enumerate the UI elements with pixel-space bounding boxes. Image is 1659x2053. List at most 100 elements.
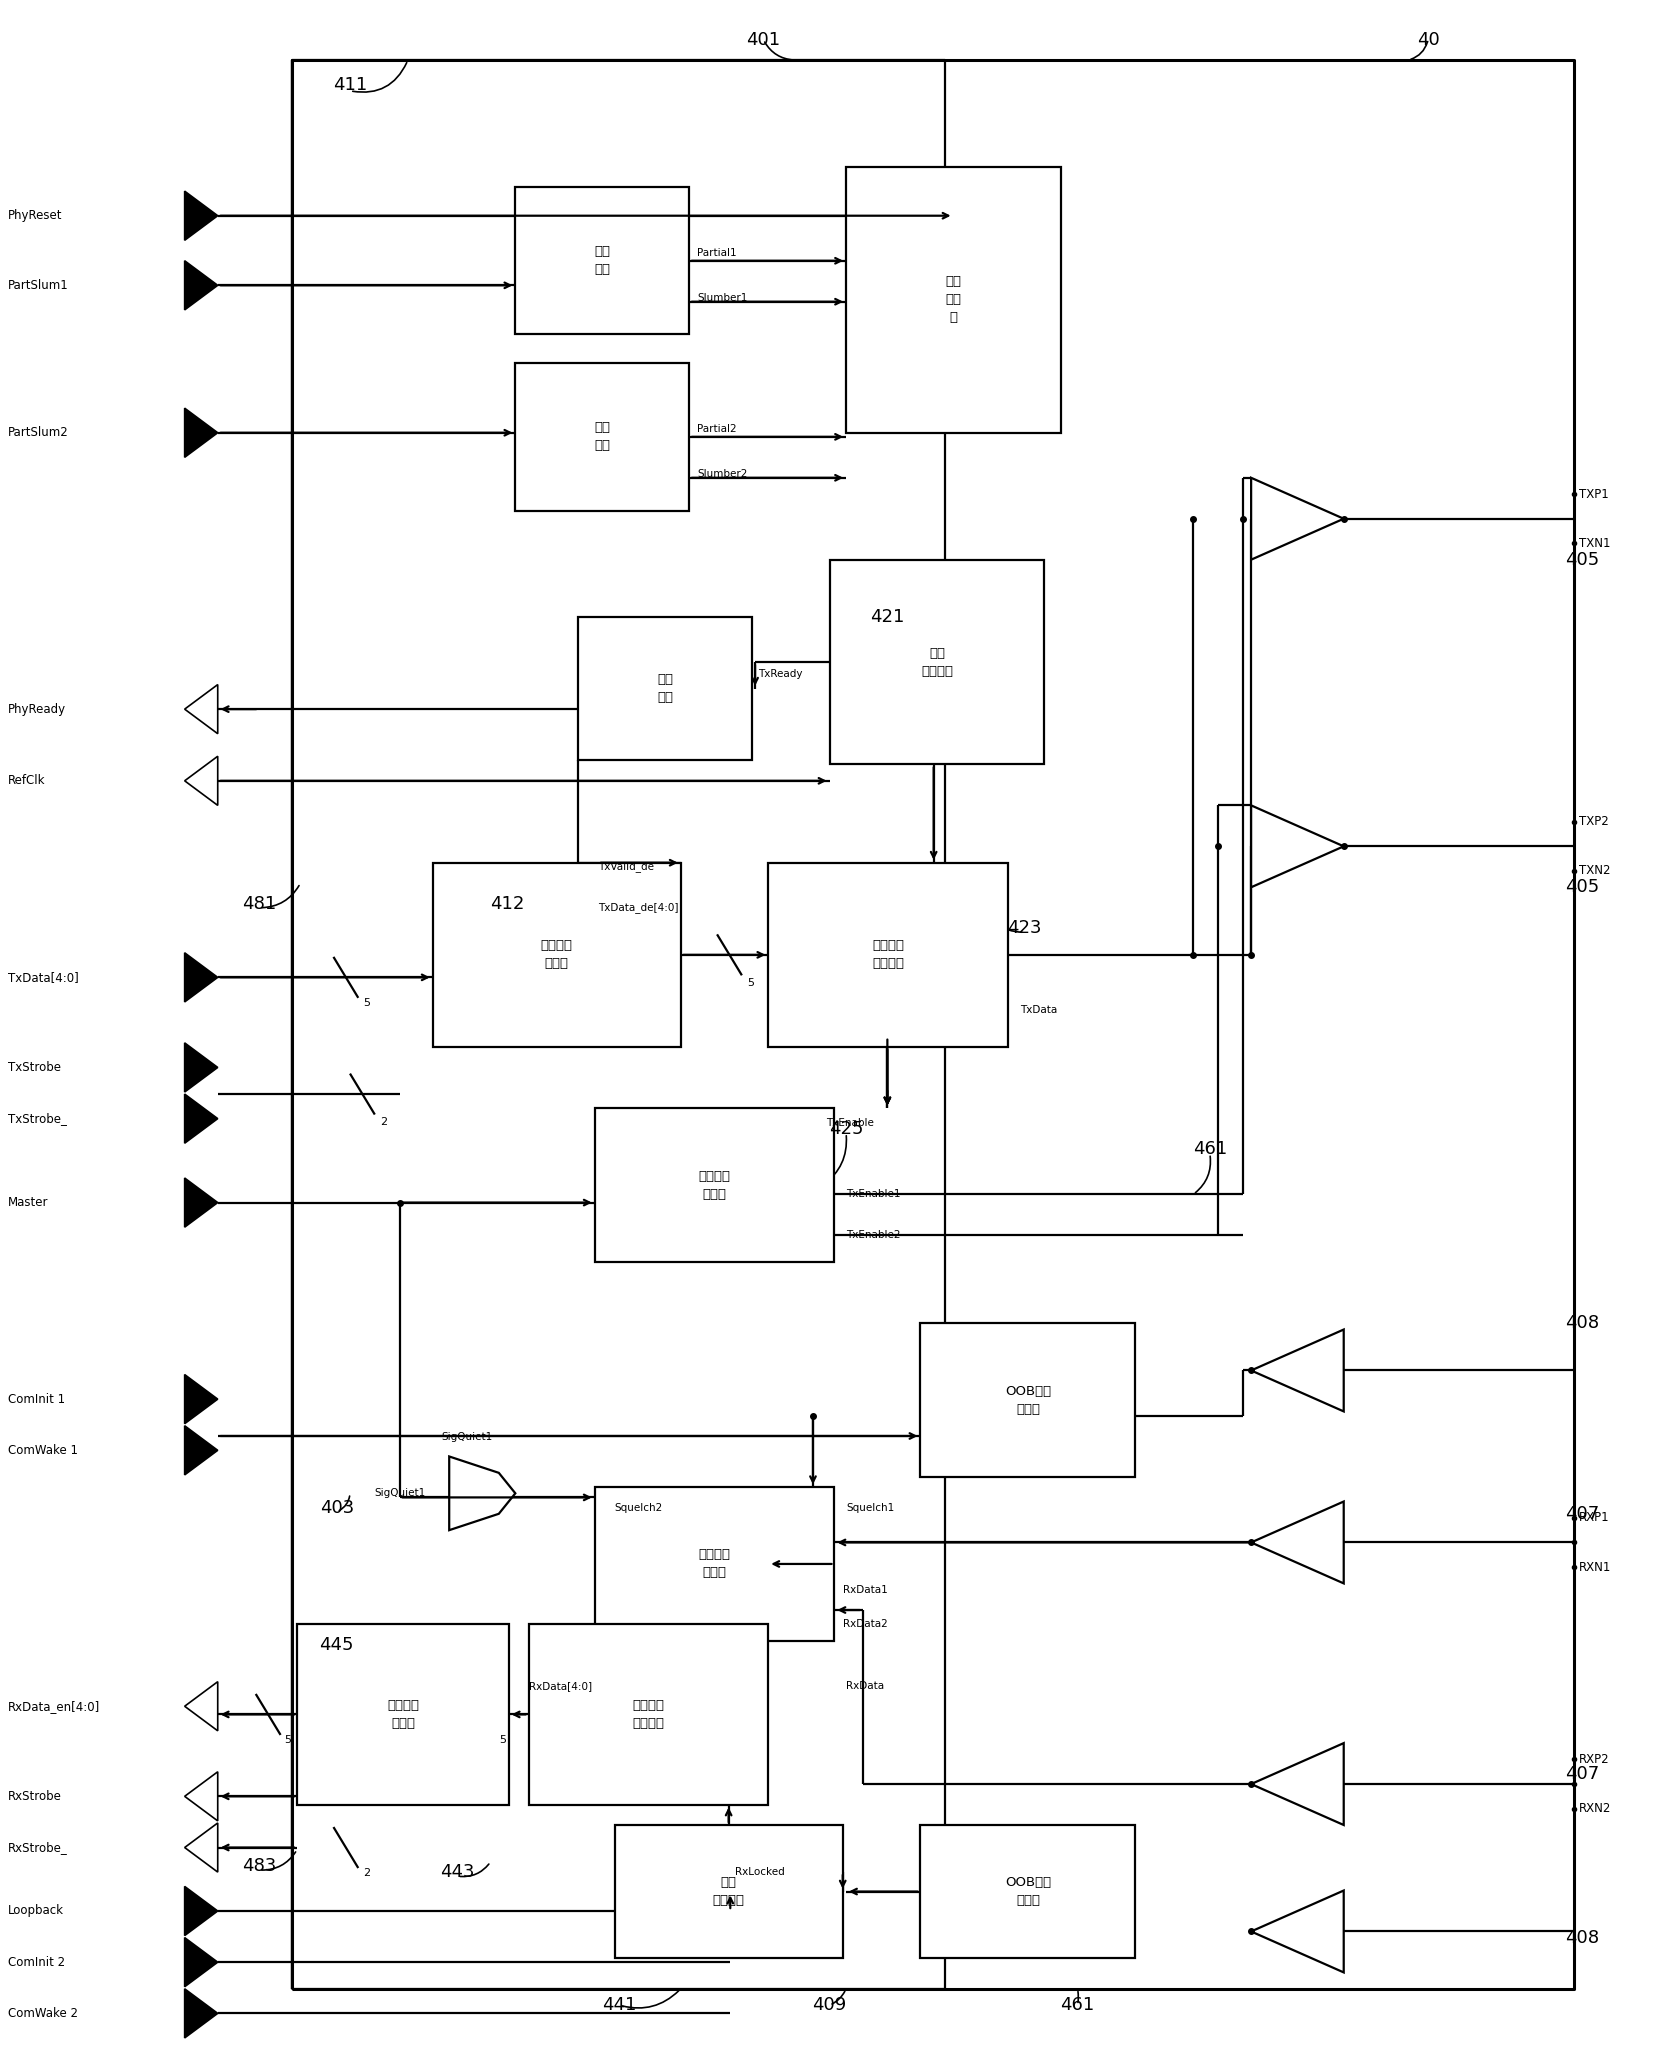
Text: 408: 408 [1564, 1928, 1599, 1946]
Text: TXN1: TXN1 [1578, 536, 1609, 550]
Bar [297, 1624, 509, 1805]
Polygon shape [184, 1938, 217, 1987]
Polygon shape [184, 191, 217, 240]
Text: 串列转并
列转换器: 串列转并 列转换器 [632, 1700, 665, 1731]
Text: 5: 5 [499, 1735, 506, 1745]
Text: 425: 425 [830, 1119, 863, 1137]
Polygon shape [184, 1887, 217, 1936]
Polygon shape [184, 261, 217, 310]
Text: 403: 403 [320, 1499, 353, 1517]
Polygon shape [1251, 1891, 1344, 1973]
Text: Squelch2: Squelch2 [614, 1503, 664, 1513]
Text: 408: 408 [1564, 1314, 1599, 1332]
Text: 准位
侦测: 准位 侦测 [594, 421, 611, 452]
Text: 40: 40 [1417, 31, 1440, 49]
Polygon shape [184, 1425, 217, 1474]
Polygon shape [184, 1772, 217, 1821]
Text: OOB讯号
侦测器: OOB讯号 侦测器 [1005, 1384, 1050, 1417]
Polygon shape [184, 756, 217, 805]
Bar [921, 1324, 1135, 1476]
Text: Slumber1: Slumber1 [697, 294, 748, 302]
Text: 2: 2 [363, 1868, 370, 1878]
Text: TXN2: TXN2 [1578, 864, 1609, 877]
Text: TxEnable: TxEnable [826, 1117, 874, 1127]
Polygon shape [184, 684, 217, 733]
Text: TxReady: TxReady [758, 669, 803, 680]
Text: TxData: TxData [1020, 1006, 1057, 1014]
Bar [614, 1825, 843, 1959]
Text: 407: 407 [1564, 1505, 1599, 1523]
Text: RxData_en[4:0]: RxData_en[4:0] [8, 1700, 100, 1712]
Text: 5: 5 [363, 998, 370, 1008]
Text: RxData: RxData [846, 1681, 884, 1692]
Text: 445: 445 [320, 1636, 353, 1655]
Text: 443: 443 [440, 1862, 474, 1881]
Polygon shape [1251, 805, 1344, 887]
Text: 409: 409 [813, 1996, 846, 2014]
Text: 481: 481 [242, 895, 275, 914]
Bar [768, 862, 1009, 1047]
Text: 并列转串
列转换器: 并列转串 列转换器 [873, 940, 904, 971]
Text: 5: 5 [284, 1735, 290, 1745]
Bar [529, 1624, 768, 1805]
Text: SigQuiet1: SigQuiet1 [441, 1433, 493, 1441]
Text: 发送
锁相回路: 发送 锁相回路 [921, 647, 952, 677]
Text: 状态讯号
编码器: 状态讯号 编码器 [387, 1700, 420, 1731]
Text: TxStrobe_: TxStrobe_ [8, 1113, 66, 1125]
Text: RxData1: RxData1 [843, 1585, 888, 1595]
Text: RxStrobe: RxStrobe [8, 1790, 61, 1803]
Polygon shape [184, 1043, 217, 1092]
Polygon shape [184, 1376, 217, 1423]
Text: RXN1: RXN1 [1578, 1560, 1611, 1573]
Text: RXP2: RXP2 [1578, 1753, 1609, 1766]
Text: RxData[4:0]: RxData[4:0] [529, 1681, 592, 1692]
Polygon shape [1251, 478, 1344, 560]
Text: ComInit 1: ComInit 1 [8, 1392, 65, 1406]
Text: ComWake 2: ComWake 2 [8, 2008, 78, 2020]
Text: RxStrobe_: RxStrobe_ [8, 1842, 68, 1854]
Polygon shape [1251, 1743, 1344, 1825]
Text: 411: 411 [333, 76, 367, 94]
Polygon shape [184, 953, 217, 1002]
Polygon shape [184, 1681, 217, 1731]
Text: Master: Master [8, 1197, 48, 1209]
Text: TxEnable2: TxEnable2 [846, 1230, 901, 1240]
Text: 405: 405 [1564, 550, 1599, 569]
Text: 准位
转换: 准位 转换 [657, 673, 674, 704]
Text: PhyReset: PhyReset [8, 209, 63, 222]
Text: SigQuiet1: SigQuiet1 [375, 1488, 426, 1499]
Text: 461: 461 [1193, 1139, 1228, 1158]
Text: OOB讯号
侦测器: OOB讯号 侦测器 [1005, 1876, 1050, 1907]
Polygon shape [184, 1178, 217, 1228]
Text: RxData2: RxData2 [843, 1620, 888, 1630]
Bar [594, 1109, 834, 1263]
Bar [516, 187, 688, 335]
Text: 接收
锁相回路: 接收 锁相回路 [713, 1876, 745, 1907]
Text: 441: 441 [602, 1996, 637, 2014]
Text: TxData_de[4:0]: TxData_de[4:0] [597, 903, 679, 914]
Text: TXP1: TXP1 [1578, 489, 1608, 501]
Polygon shape [184, 409, 217, 458]
Bar [579, 618, 752, 760]
Bar [516, 363, 688, 511]
Text: Slumber2: Slumber2 [697, 468, 748, 478]
Text: PartSlum2: PartSlum2 [8, 427, 68, 439]
Text: RxLocked: RxLocked [735, 1866, 785, 1876]
Text: 2: 2 [380, 1117, 387, 1127]
Text: RXN2: RXN2 [1578, 1803, 1611, 1815]
Polygon shape [184, 1989, 217, 2039]
Text: 主动从属
选择器: 主动从属 选择器 [698, 1548, 730, 1579]
Text: RXP1: RXP1 [1578, 1511, 1609, 1525]
Polygon shape [184, 1094, 217, 1144]
Bar [433, 862, 680, 1047]
Text: 电源
控制
器: 电源 控制 器 [946, 275, 962, 324]
Text: 407: 407 [1564, 1766, 1599, 1782]
Text: 483: 483 [242, 1858, 277, 1874]
Text: TxEnable1: TxEnable1 [846, 1189, 901, 1199]
Text: 准位
侦测: 准位 侦测 [594, 244, 611, 277]
Text: Partial2: Partial2 [697, 423, 737, 433]
Text: 5: 5 [747, 977, 753, 987]
Polygon shape [1251, 1330, 1344, 1410]
Text: 461: 461 [1060, 1996, 1095, 2014]
Text: 412: 412 [489, 895, 524, 914]
